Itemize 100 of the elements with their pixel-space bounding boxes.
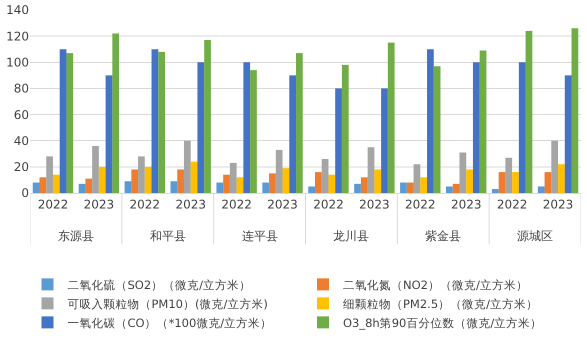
y-tick-label: 40 (14, 134, 29, 148)
bar (269, 173, 276, 193)
bar (466, 169, 473, 193)
bar (236, 177, 244, 193)
bar (197, 62, 204, 193)
text: 连平县 (242, 229, 278, 243)
bar (131, 169, 138, 193)
bar (322, 159, 328, 193)
bar (52, 174, 60, 193)
bar (328, 174, 336, 193)
legend-label: 细颗粒物（PM2.5）（微克/立方米） (343, 296, 538, 311)
bar (427, 49, 434, 193)
x-tick-label: 2022 (496, 197, 528, 212)
bar (480, 50, 486, 193)
bar (538, 186, 545, 193)
bar (526, 30, 532, 193)
bar (177, 169, 184, 193)
bar (184, 140, 191, 193)
y-tick-label: 140 (6, 3, 29, 18)
bar (250, 70, 257, 193)
bar (414, 164, 420, 193)
bar (406, 182, 414, 193)
text: 东源县 (58, 229, 94, 243)
bar (262, 182, 270, 193)
bar (492, 189, 499, 193)
bar (230, 162, 237, 193)
legend-label: 一氧化碳（CO）（*100微克/立方米） (68, 316, 272, 330)
bar (296, 53, 303, 193)
y-tick-label: 60 (14, 108, 29, 122)
bar (138, 156, 145, 193)
bar (223, 174, 230, 193)
bar (434, 66, 440, 193)
text: 源城区 (517, 229, 553, 243)
bar (289, 75, 296, 193)
y-tick-label: 80 (14, 82, 29, 96)
legend-label: 二氧化硫（SO2）（微克/立方米） (68, 278, 252, 292)
x-tick-label: 2023 (542, 197, 574, 212)
x-tick-label: 2023 (450, 197, 482, 212)
bar (39, 177, 46, 193)
bar (518, 62, 526, 193)
bar (92, 146, 99, 193)
bar (158, 52, 165, 193)
bar (388, 42, 395, 193)
bar (32, 182, 40, 193)
bar (282, 168, 290, 193)
x-tick-label: 2022 (38, 197, 68, 212)
bar (190, 162, 198, 193)
bar (243, 62, 250, 193)
y-tick-label: 20 (14, 160, 29, 174)
bar (124, 181, 132, 193)
bar (512, 172, 519, 193)
bar (152, 49, 158, 193)
bar (472, 62, 480, 193)
bar (572, 28, 578, 193)
x-tick-label: 2022 (130, 197, 160, 212)
bar (544, 172, 552, 193)
x-tick-label: 2023 (84, 197, 114, 212)
bar (85, 178, 92, 193)
bar (564, 75, 572, 193)
bar (276, 150, 283, 193)
legend-label: 二氧化氮（NO2）（微克/立方米） (343, 278, 528, 292)
bar (446, 186, 453, 193)
bar (170, 181, 178, 193)
legend-label: 可吸入颗粒物（PM10）(微克/立方米) (68, 296, 268, 311)
bar (106, 75, 112, 193)
bar (46, 156, 53, 193)
bar (400, 182, 407, 193)
bar (368, 147, 374, 193)
y-tick-label: 100 (6, 55, 29, 70)
bar (505, 158, 512, 193)
y-tick-label: 0 (21, 186, 29, 200)
bar (342, 64, 349, 193)
x-tick-label: 2022 (313, 197, 344, 212)
bar (420, 177, 428, 193)
bar (314, 172, 322, 193)
x-tick-label: 2023 (175, 197, 206, 212)
bar (216, 182, 224, 193)
bar (381, 88, 388, 193)
bar (144, 166, 152, 193)
bar (551, 140, 558, 193)
text: 和平县 (150, 229, 186, 243)
bar (66, 53, 74, 193)
bar (354, 184, 361, 193)
x-tick-label: 2022 (221, 197, 252, 212)
x-tick-label: 2023 (359, 197, 390, 212)
y-tick-label: 120 (6, 29, 29, 44)
bar (459, 152, 466, 193)
bar (60, 49, 66, 193)
text: 紫金县 (425, 229, 461, 243)
bar (360, 177, 368, 193)
bar (452, 184, 460, 193)
bar (78, 184, 86, 193)
bar (374, 169, 382, 193)
bar (98, 166, 106, 193)
x-tick-label: 2022 (405, 197, 436, 212)
x-tick-label: 2023 (267, 197, 298, 212)
bar (335, 88, 342, 193)
bar (498, 172, 506, 193)
bar (112, 34, 120, 193)
bar (558, 164, 565, 193)
